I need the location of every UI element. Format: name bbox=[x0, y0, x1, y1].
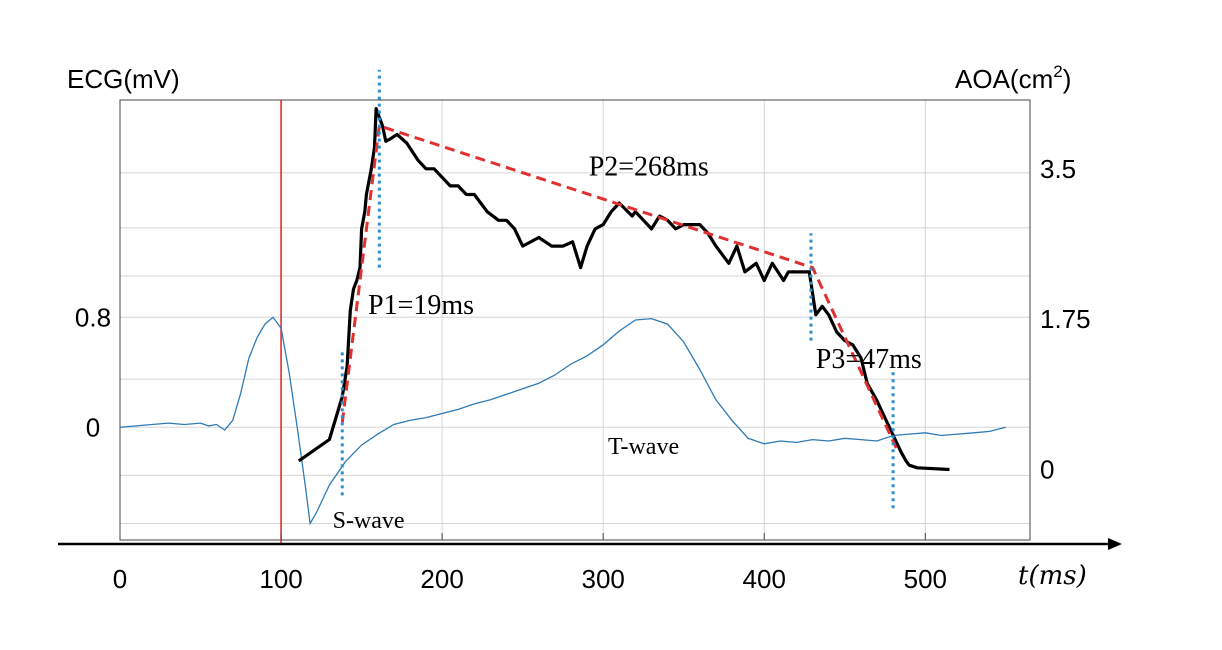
plot-frame bbox=[119, 99, 1031, 541]
x-ticks: 0 100 200 300 400 500 bbox=[113, 533, 947, 594]
annotations: P1=19ms P2=268ms P3=47ms T-wave S-wave bbox=[333, 152, 922, 534]
x-tick-label: 500 bbox=[904, 564, 947, 594]
piecewise-fit-line bbox=[340, 123, 898, 449]
annotation-label: P2=268ms bbox=[589, 152, 709, 183]
annotation-label: P3=47ms bbox=[816, 344, 922, 375]
y-left-tick-label: 0.8 bbox=[75, 302, 111, 332]
x-tick-label: 200 bbox=[420, 564, 463, 594]
grid bbox=[120, 100, 1030, 540]
annotation-label: S-wave bbox=[333, 508, 405, 534]
x-tick-label: 400 bbox=[743, 564, 786, 594]
y-right-tick-label: 3.5 bbox=[1040, 154, 1076, 184]
y-right-label-main: AOA(cm bbox=[955, 64, 1053, 94]
x-axis-arrowhead bbox=[1108, 538, 1122, 550]
y-right-axis-label: AOA(cm2) bbox=[955, 62, 1071, 94]
x-tick-label: 100 bbox=[259, 564, 302, 594]
y-right-ticks: 0 1.75 3.5 bbox=[1040, 154, 1091, 485]
y-left-axis-label: ECG(mV) bbox=[67, 64, 180, 94]
y-right-label-close: ) bbox=[1063, 64, 1072, 94]
y-left-tick-label: 0 bbox=[86, 412, 100, 442]
annotation-label: P1=19ms bbox=[368, 290, 474, 321]
aoa-series-line bbox=[297, 107, 950, 472]
annotation-label: T-wave bbox=[608, 434, 679, 460]
y-left-ticks: 00.8 bbox=[75, 302, 111, 442]
phase-markers bbox=[340, 69, 895, 509]
x-tick-label: 0 bbox=[113, 564, 127, 594]
x-axis-label: t(ms) bbox=[1018, 561, 1087, 591]
y-right-label-sup: 2 bbox=[1053, 62, 1062, 81]
x-tick-label: 300 bbox=[581, 564, 624, 594]
ecg-series-line bbox=[119, 316, 1006, 526]
y-right-tick-label: 0 bbox=[1040, 455, 1054, 485]
y-right-tick-label: 1.75 bbox=[1040, 304, 1091, 334]
